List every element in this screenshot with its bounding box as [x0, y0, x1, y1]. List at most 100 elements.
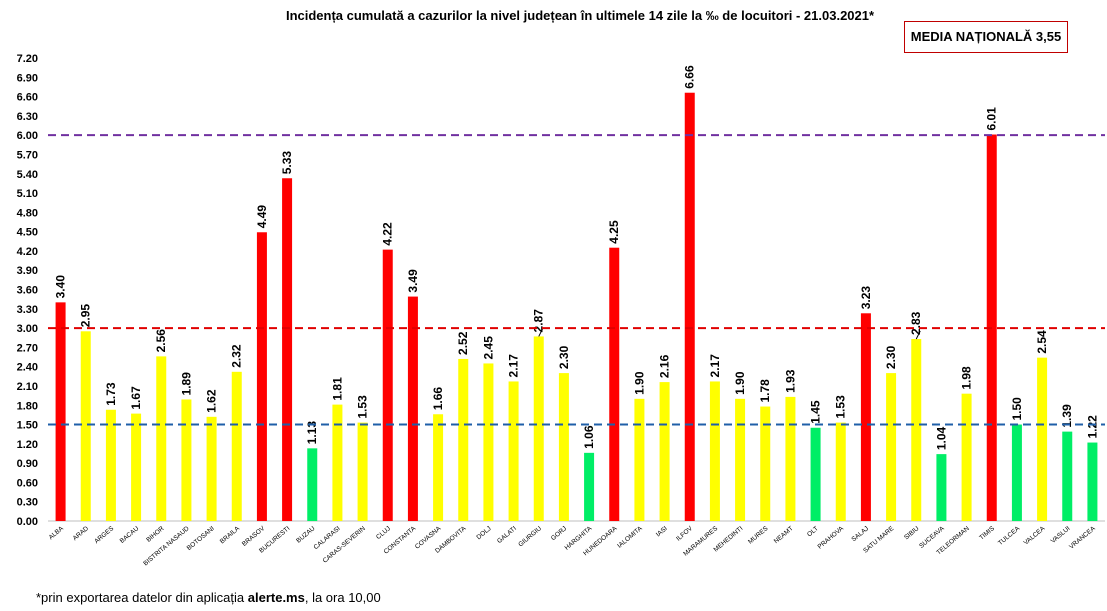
category-label: GORJ	[550, 525, 568, 542]
bar-buzau	[307, 448, 318, 521]
bar-satu-mare	[886, 373, 897, 521]
bar-caras-severin	[357, 422, 368, 521]
category-label: ILFOV	[675, 525, 694, 543]
y-tick-label: 4.50	[17, 227, 38, 239]
category-label: GIURGIU	[517, 525, 543, 548]
category-label: BISTRITA NASAUD	[142, 525, 191, 567]
bar-value-label: 2.17	[507, 354, 521, 378]
bar-arges	[105, 409, 116, 521]
bar-value-label: 6.66	[683, 65, 697, 89]
bar-neamt	[785, 396, 796, 521]
bar-value-label: 1.53	[834, 395, 848, 419]
bar-olt	[810, 427, 821, 521]
bar-teleorman	[961, 393, 972, 521]
y-tick-label: 1.50	[17, 420, 38, 432]
bar-suceava	[936, 454, 947, 521]
bar-value-label: 2.54	[1035, 330, 1049, 354]
category-label: ARAD	[72, 525, 91, 542]
bar-value-label: 1.04	[934, 426, 948, 450]
bar-vaslui	[1062, 431, 1073, 521]
bar-value-label: 2.16	[658, 354, 672, 378]
bar-dolj	[483, 363, 494, 521]
bar-value-label: 1.89	[179, 372, 193, 396]
y-tick-label: 5.10	[17, 188, 38, 200]
bar-value-label: 1.50	[1010, 397, 1024, 421]
bar-value-label: 2.87	[532, 309, 546, 333]
y-tick-label: 6.60	[17, 92, 38, 104]
category-label: CLUJ	[375, 525, 392, 541]
y-tick-label: 7.20	[17, 53, 38, 65]
y-tick-label: 1.20	[17, 439, 38, 451]
bar-value-label: 2.56	[154, 329, 168, 353]
bar-value-label: 3.40	[54, 275, 68, 299]
bar-botosani	[206, 416, 217, 521]
bar-value-label: 1.13	[305, 421, 319, 445]
category-label: OLT	[806, 525, 820, 538]
y-tick-label: 5.70	[17, 149, 38, 161]
category-label: SALAJ	[850, 525, 870, 543]
bar-sibiu	[911, 339, 922, 521]
bar-braila	[231, 371, 242, 521]
category-label: BRAILA	[219, 525, 242, 546]
category-label: BACAU	[119, 525, 141, 545]
bar-value-label: 1.45	[809, 400, 823, 424]
bar-maramures	[709, 381, 720, 521]
bar-bistrita-nasaud	[181, 399, 192, 521]
bar-value-label: 1.93	[783, 369, 797, 393]
bar-value-label: 1.78	[758, 379, 772, 403]
bar-value-label: 1.81	[330, 377, 344, 401]
y-tick-label: 1.80	[17, 400, 38, 412]
bar-value-label: 2.30	[884, 345, 898, 369]
y-tick-label: 3.90	[17, 265, 38, 277]
category-label: MURES	[747, 525, 770, 546]
y-tick-label: 0.60	[17, 477, 38, 489]
bar-vrancea	[1087, 442, 1098, 521]
category-label: SIBIU	[903, 525, 921, 541]
category-label: ARGES	[93, 525, 115, 545]
category-label: TIMIS	[978, 525, 996, 542]
bar-constanta	[407, 296, 418, 521]
category-label: NEAMT	[773, 525, 795, 545]
bar-value-label: 2.83	[909, 311, 923, 335]
category-label: BOTOSANI	[186, 525, 216, 552]
category-label: BIHOR	[145, 525, 166, 544]
y-tick-label: 3.30	[17, 304, 38, 316]
y-tick-label: 6.90	[17, 72, 38, 84]
category-label: VASLUI	[1050, 525, 1072, 545]
bar-brasov	[256, 232, 267, 521]
bar-calarasi	[332, 404, 343, 521]
leader-line	[538, 328, 544, 337]
bar-mehedinti	[735, 398, 746, 521]
bar-cluj	[382, 249, 393, 521]
bar-value-label: 2.52	[456, 331, 470, 355]
y-tick-label: 4.20	[17, 246, 38, 258]
bar-value-label: 1.22	[1085, 415, 1099, 439]
y-tick-label: 0.30	[17, 497, 38, 509]
bar-bucuresti	[282, 178, 293, 521]
bar-value-label: 4.49	[255, 205, 269, 229]
bar-value-label: 1.62	[205, 389, 219, 413]
category-label: ALBA	[48, 525, 66, 541]
y-tick-label: 2.40	[17, 362, 38, 374]
bar-value-label: 1.67	[129, 386, 143, 410]
category-label: GALATI	[496, 525, 518, 545]
bar-dambovita	[458, 358, 469, 521]
bar-valcea	[1037, 357, 1048, 521]
category-label: CARAS-SEVERIN	[322, 525, 367, 565]
bar-value-label: 5.33	[280, 151, 294, 175]
bar-arad	[80, 331, 91, 521]
footnote-suffix: , la ora 10,00	[304, 590, 381, 605]
bar-bacau	[131, 413, 142, 521]
bar-salaj	[860, 313, 871, 521]
category-label: IASI	[655, 525, 669, 538]
y-tick-label: 2.70	[17, 342, 38, 354]
bar-value-label: 1.90	[733, 371, 747, 395]
y-tick-label: 0.00	[17, 516, 38, 528]
bar-value-label: 4.25	[607, 220, 621, 244]
bar-value-label: 1.66	[431, 387, 445, 411]
bar-value-label: 3.49	[406, 269, 420, 293]
bar-ilfov	[684, 92, 695, 521]
bar-tulcea	[1011, 424, 1022, 521]
category-label: DOLJ	[475, 525, 492, 541]
bar-ialomita	[634, 398, 645, 521]
